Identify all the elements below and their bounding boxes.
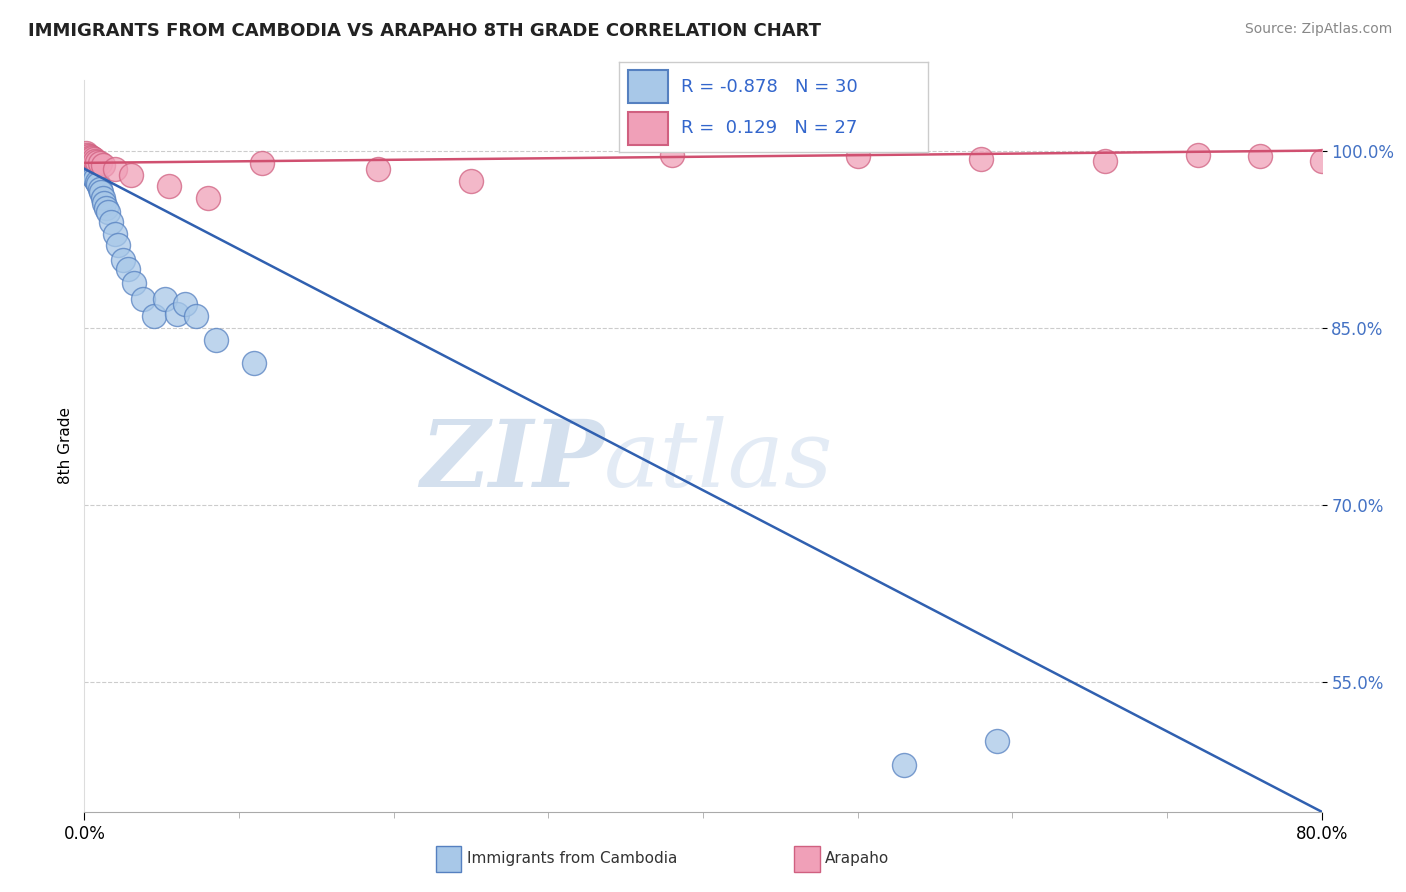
Point	[159, 179, 180, 194]
Point	[77, 161, 100, 176]
Text: Arapaho: Arapaho	[825, 852, 890, 866]
Text: R =  0.129   N = 27: R = 0.129 N = 27	[681, 119, 856, 136]
Text: atlas: atlas	[605, 416, 834, 506]
Point	[82, 151, 104, 165]
Point	[893, 757, 915, 772]
Point	[250, 156, 273, 170]
Point	[367, 161, 389, 176]
Point	[91, 158, 114, 172]
Point	[197, 191, 219, 205]
Point	[89, 182, 111, 196]
Point	[986, 734, 1008, 748]
Point	[91, 191, 114, 205]
Point	[1094, 153, 1116, 168]
Point	[107, 238, 129, 252]
Point	[79, 150, 101, 164]
Point	[76, 147, 98, 161]
Point	[143, 310, 166, 324]
Point	[112, 252, 135, 267]
FancyBboxPatch shape	[628, 70, 668, 103]
Point	[84, 153, 107, 168]
Point	[153, 292, 176, 306]
Point	[661, 147, 683, 161]
Text: ZIP: ZIP	[420, 416, 605, 506]
Point	[174, 297, 197, 311]
Point	[104, 161, 127, 176]
Point	[89, 156, 111, 170]
Point	[96, 205, 118, 219]
Point	[75, 146, 97, 161]
Point	[184, 310, 207, 324]
Point	[970, 153, 993, 167]
Point	[166, 307, 188, 321]
Text: Source: ZipAtlas.com: Source: ZipAtlas.com	[1244, 22, 1392, 37]
Text: R = -0.878   N = 30: R = -0.878 N = 30	[681, 78, 858, 95]
Point	[87, 177, 110, 191]
Point	[77, 149, 100, 163]
Point	[90, 186, 112, 200]
Point	[83, 153, 105, 167]
Point	[100, 215, 122, 229]
Point	[1372, 154, 1395, 169]
Point	[83, 169, 105, 184]
Point	[76, 156, 98, 170]
Point	[117, 262, 139, 277]
Text: IMMIGRANTS FROM CAMBODIA VS ARAPAHO 8TH GRADE CORRELATION CHART: IMMIGRANTS FROM CAMBODIA VS ARAPAHO 8TH …	[28, 22, 821, 40]
Point	[104, 227, 127, 241]
Point	[93, 196, 115, 211]
Point	[86, 154, 108, 169]
Point	[1249, 149, 1271, 163]
Point	[243, 356, 266, 370]
Point	[86, 175, 108, 189]
Point	[846, 149, 869, 163]
Point	[84, 172, 107, 186]
Point	[79, 165, 101, 179]
Point	[1187, 147, 1209, 161]
Point	[460, 173, 482, 187]
Point	[205, 333, 228, 347]
Text: Immigrants from Cambodia: Immigrants from Cambodia	[467, 852, 678, 866]
Point	[94, 201, 117, 215]
Y-axis label: 8th Grade: 8th Grade	[58, 408, 73, 484]
Point	[1310, 153, 1333, 168]
Point	[82, 168, 104, 182]
Point	[120, 168, 142, 182]
FancyBboxPatch shape	[628, 112, 668, 145]
Point	[122, 276, 145, 290]
Point	[132, 292, 155, 306]
